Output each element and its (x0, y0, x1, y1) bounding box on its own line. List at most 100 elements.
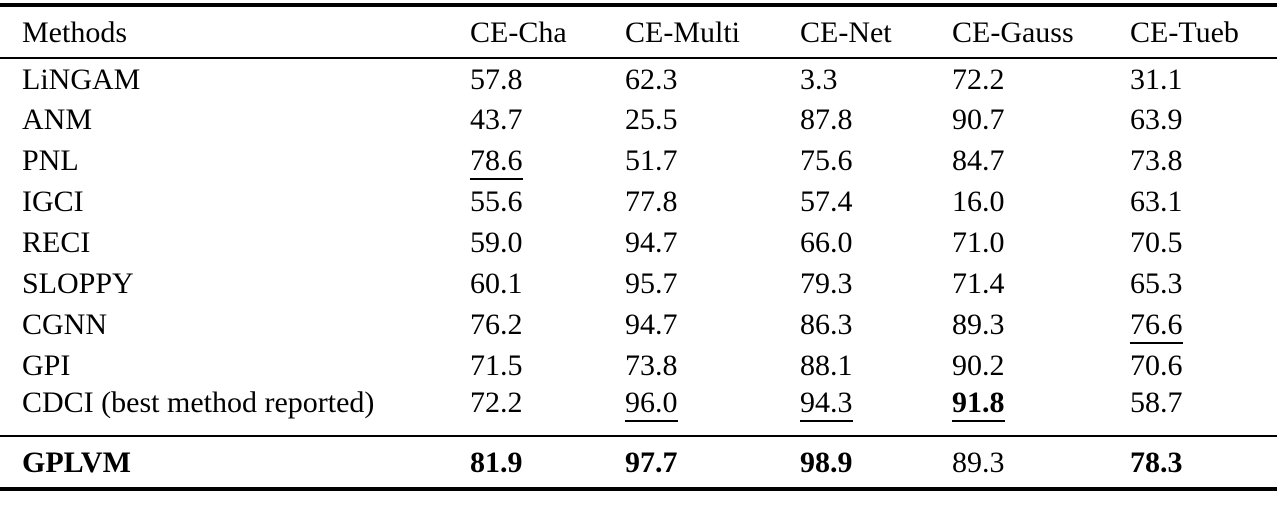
score-value: 84.7 (952, 144, 1005, 177)
score-value: 86.3 (800, 308, 853, 341)
score-cell: 76.2 (448, 304, 603, 345)
table-header: Methods CE-Cha CE-Multi CE-Net CE-Gauss … (0, 5, 1277, 58)
column-header-ce-gauss: CE-Gauss (952, 15, 1074, 49)
score-cell: 43.7 (448, 99, 603, 140)
table-row-reci: RECI 59.0 94.7 66.0 71.0 70.5 (0, 222, 1277, 263)
score-value: 63.9 (1130, 103, 1183, 136)
score-cell: 66.0 (778, 222, 930, 263)
score-cell: 94.7 (603, 304, 778, 345)
score-value: 60.1 (470, 267, 523, 300)
score-cell: 89.3 (930, 304, 1108, 345)
header-row: Methods CE-Cha CE-Multi CE-Net CE-Gauss … (0, 5, 1277, 58)
method-name: GPLVM (0, 436, 448, 489)
score-cell: 90.7 (930, 99, 1108, 140)
score-value: 66.0 (800, 226, 853, 259)
score-value: 81.9 (470, 445, 523, 479)
method-name: LiNGAM (0, 58, 448, 99)
table-row-anm: ANM 43.7 25.5 87.8 90.7 63.9 (0, 99, 1277, 140)
table-row-igci: IGCI 55.6 77.8 57.4 16.0 63.1 (0, 181, 1277, 222)
method-name: PNL (0, 140, 448, 181)
score-cell: 98.9 (778, 436, 930, 489)
score-value: 71.5 (470, 349, 523, 382)
method-name: IGCI (0, 181, 448, 222)
score-value: 79.3 (800, 267, 853, 300)
score-value: 58.7 (1130, 386, 1183, 419)
method-label: PNL (22, 144, 79, 177)
score-value: 90.2 (952, 349, 1005, 382)
score-cell: 87.8 (778, 99, 930, 140)
score-cell: 77.8 (603, 181, 778, 222)
score-cell: 63.9 (1108, 99, 1277, 140)
score-value: 91.8 (952, 386, 1005, 422)
method-name: SLOPPY (0, 263, 448, 304)
score-cell: 55.6 (448, 181, 603, 222)
results-table: Methods CE-Cha CE-Multi CE-Net CE-Gauss … (0, 3, 1277, 491)
score-cell: 71.0 (930, 222, 1108, 263)
score-cell: 73.8 (603, 345, 778, 386)
method-label: CDCI (best method reported) (22, 386, 375, 419)
method-name: CGNN (0, 304, 448, 345)
score-value: 90.7 (952, 103, 1005, 136)
score-cell: 57.4 (778, 181, 930, 222)
score-cell: 3.3 (778, 58, 930, 99)
column-header-ce-multi: CE-Multi (625, 15, 741, 49)
table-footer: GPLVM 81.9 97.7 98.9 89.3 78.3 (0, 436, 1277, 489)
score-cell: 25.5 (603, 99, 778, 140)
score-cell: 96.0 (603, 386, 778, 436)
method-label: GPLVM (22, 445, 131, 479)
score-value: 87.8 (800, 103, 853, 136)
score-cell: 88.1 (778, 345, 930, 386)
score-value: 70.5 (1130, 226, 1183, 259)
table-row-gpi: GPI 71.5 73.8 88.1 90.2 70.6 (0, 345, 1277, 386)
score-cell: 58.7 (1108, 386, 1277, 436)
table-row-pnl: PNL 78.6 51.7 75.6 84.7 73.8 (0, 140, 1277, 181)
score-value: 72.2 (952, 62, 1005, 96)
score-cell: 57.8 (448, 58, 603, 99)
score-value: 57.4 (800, 185, 853, 218)
method-label: CGNN (22, 308, 108, 341)
score-value: 88.1 (800, 349, 853, 382)
score-value: 70.6 (1130, 349, 1183, 382)
score-cell: 59.0 (448, 222, 603, 263)
score-cell: 60.1 (448, 263, 603, 304)
score-cell: 95.7 (603, 263, 778, 304)
score-cell: 84.7 (930, 140, 1108, 181)
table-row-sloppy: SLOPPY 60.1 95.7 79.3 71.4 65.3 (0, 263, 1277, 304)
score-cell: 86.3 (778, 304, 930, 345)
table-row-gplvm: GPLVM 81.9 97.7 98.9 89.3 78.3 (0, 436, 1277, 489)
score-value: 71.4 (952, 267, 1005, 300)
score-cell: 94.3 (778, 386, 930, 436)
score-value: 73.8 (1130, 144, 1183, 177)
table-row-lingam: LiNGAM 57.8 62.3 3.3 72.2 31.1 (0, 58, 1277, 99)
score-cell: 90.2 (930, 345, 1108, 386)
score-value: 94.3 (800, 386, 853, 422)
score-cell: 63.1 (1108, 181, 1277, 222)
score-cell: 81.9 (448, 436, 603, 489)
score-value: 72.2 (470, 386, 523, 419)
score-value: 57.8 (470, 62, 523, 96)
score-value: 97.7 (625, 445, 678, 479)
score-cell: 62.3 (603, 58, 778, 99)
score-cell: 91.8 (930, 386, 1108, 436)
method-label: LiNGAM (22, 62, 141, 96)
score-cell: 51.7 (603, 140, 778, 181)
score-cell: 70.6 (1108, 345, 1277, 386)
score-value: 59.0 (470, 226, 523, 259)
score-value: 75.6 (800, 144, 853, 177)
score-cell: 73.8 (1108, 140, 1277, 181)
score-cell: 78.6 (448, 140, 603, 181)
score-value: 51.7 (625, 144, 678, 177)
score-cell: 89.3 (930, 436, 1108, 489)
score-cell: 70.5 (1108, 222, 1277, 263)
column-header-ce-tueb: CE-Tueb (1130, 15, 1239, 49)
method-label: SLOPPY (22, 267, 134, 300)
method-name: CDCI (best method reported) (0, 386, 448, 436)
score-cell: 31.1 (1108, 58, 1277, 99)
score-value: 31.1 (1130, 62, 1183, 96)
score-value: 77.8 (625, 185, 678, 218)
score-value: 16.0 (952, 185, 1005, 218)
table-body: LiNGAM 57.8 62.3 3.3 72.2 31.1 ANM 43.7 … (0, 58, 1277, 436)
score-value: 94.7 (625, 308, 678, 341)
score-value: 96.0 (625, 386, 678, 422)
